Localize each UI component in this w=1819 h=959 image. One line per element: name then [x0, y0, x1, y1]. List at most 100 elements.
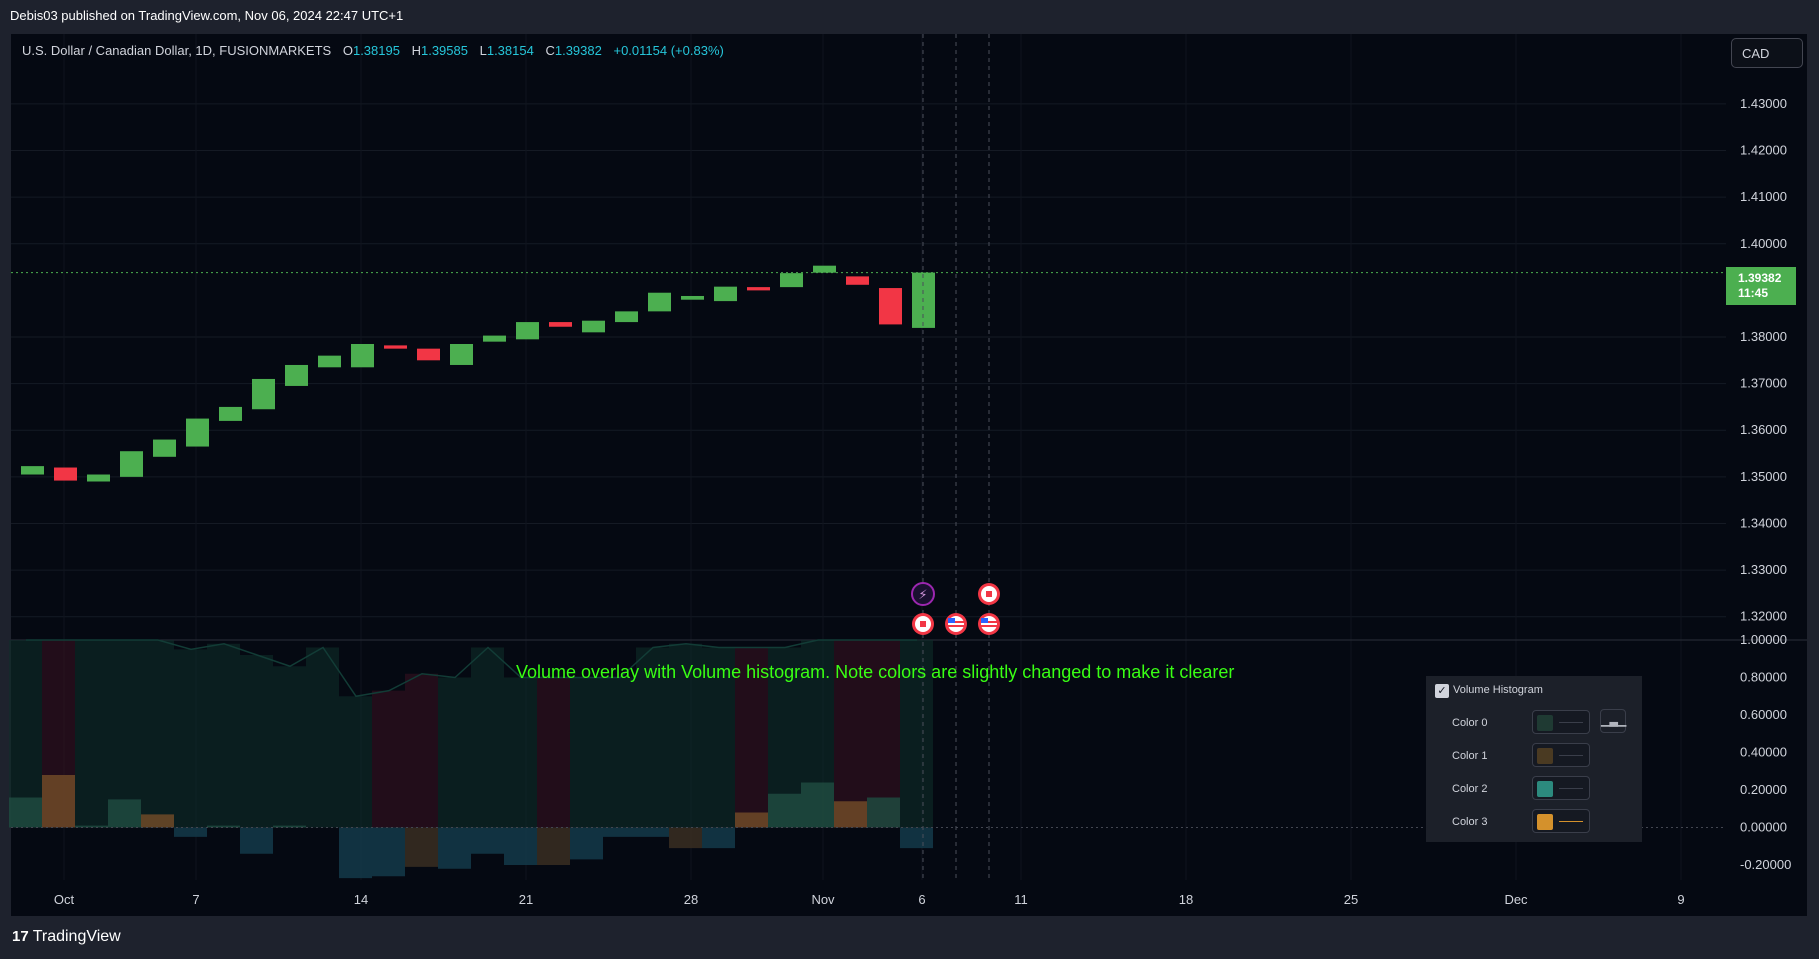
volume-histogram-bar: [735, 812, 768, 828]
volume-overlay-line: [26, 639, 917, 698]
time-tick-label: Nov: [811, 892, 835, 907]
candle: [285, 364, 308, 386]
chart-style-icon[interactable]: ▁▃▁: [1600, 709, 1626, 733]
color-swatch-button[interactable]: [1532, 743, 1590, 767]
time-tick-label: 6: [918, 892, 925, 907]
volume-histogram-bar: [768, 793, 801, 828]
maple-leaf: [920, 621, 926, 627]
price-tick-label: 1.41000: [1740, 189, 1787, 204]
volume-overlay-band: [339, 696, 372, 828]
volume-overlay-band: [240, 655, 273, 828]
price-tick-label: 1.40000: [1740, 236, 1787, 251]
color-swatch-button[interactable]: [1532, 776, 1590, 800]
candle: [714, 286, 737, 302]
volume-overlay-band: [306, 647, 339, 828]
color-row-1: Color 1: [1452, 743, 1632, 769]
color-swatch: [1537, 748, 1553, 764]
candle: [252, 378, 275, 410]
color-label: Color 3: [1452, 816, 1488, 828]
symbol-name[interactable]: U.S. Dollar / Canadian Dollar, 1D, FUSIO…: [22, 43, 332, 58]
volume-overlay-band: [867, 640, 900, 828]
line-preview: [1559, 788, 1583, 789]
color-swatch: [1537, 814, 1553, 830]
candle: [54, 467, 77, 481]
candle: [516, 322, 539, 340]
time-tick-label: 7: [192, 892, 199, 907]
open-label: O: [342, 43, 353, 58]
price-tick-label: 1.34000: [1740, 515, 1787, 530]
close-value: 1.39382: [554, 43, 602, 58]
volume-overlay-band: [900, 640, 933, 828]
price-tick-label: 1.33000: [1740, 562, 1787, 577]
volume-histogram-bar: [471, 827, 504, 854]
volume-histogram-bar: [273, 825, 306, 828]
high-label: H: [411, 43, 421, 58]
time-tick-label: Oct: [54, 892, 75, 907]
last-price-label: 1.39382 11:45: [1726, 267, 1796, 305]
color-row-3: Color 3: [1452, 809, 1632, 835]
candle: [615, 311, 638, 323]
volume-overlay-band: [273, 666, 306, 828]
open-value: 1.38195: [352, 43, 400, 58]
volume-histogram-bar: [834, 801, 867, 828]
volume-histogram-bar: [504, 827, 537, 865]
candle: [648, 292, 671, 312]
price-tick-label: 1.37000: [1740, 376, 1787, 391]
volume-overlay-band: [108, 640, 141, 828]
us-flag-icon: [945, 613, 967, 635]
volume-overlay-band: [834, 640, 867, 828]
volume-histogram-bar: [801, 782, 834, 828]
line-preview: [1559, 755, 1583, 756]
flag-canton: [981, 618, 988, 623]
volume-histogram-bar: [108, 799, 141, 828]
volume-histogram-bar: [141, 814, 174, 828]
volume-tick-label: 0.40000: [1740, 745, 1787, 760]
candle: [879, 288, 902, 325]
brand-name: TradingView: [32, 928, 121, 945]
candle: [318, 355, 341, 368]
volume-histogram-bar: [339, 827, 372, 879]
volume-histogram-bar: [570, 827, 603, 860]
tradingview-logo[interactable]: 17 TradingView: [12, 928, 121, 946]
volume-histogram-title: Volume Histogram: [1453, 684, 1543, 696]
volume-histogram-bar: [702, 827, 735, 849]
volume-overlay-band: [504, 677, 537, 828]
price-tick-label: 1.38000: [1740, 329, 1787, 344]
volume-overlay-band: [669, 643, 702, 828]
volume-histogram-bar: [438, 827, 471, 869]
high-value: 1.39585: [420, 43, 468, 58]
lightning-event-icon: ⚡: [911, 582, 935, 606]
volume-overlay-band: [405, 673, 438, 828]
us-flag-icon: [978, 613, 1000, 635]
time-tick-label: 11: [1014, 892, 1028, 907]
flag-stripe: [948, 625, 964, 627]
bar-countdown: 11:45: [1738, 286, 1769, 300]
color-label: Color 0: [1452, 717, 1488, 729]
volume-overlay-band: [735, 647, 768, 828]
volume-histogram-bar: [537, 827, 570, 865]
candle: [186, 418, 209, 447]
volume-histogram-bar: [174, 827, 207, 837]
maple-leaf: [986, 591, 992, 597]
color-swatch-button[interactable]: [1532, 710, 1590, 734]
line-preview: [1559, 821, 1583, 822]
volume-overlay-band: [174, 649, 207, 828]
volume-histogram-bar: [207, 825, 240, 828]
color-swatch: [1537, 715, 1553, 731]
color-label: Color 1: [1452, 750, 1488, 762]
color-row-0: Color 0: [1452, 710, 1632, 736]
candle: [153, 439, 176, 457]
overlay-note: Volume overlay with Volume histogram. No…: [516, 662, 1235, 682]
currency-button[interactable]: CAD: [1731, 38, 1803, 68]
color-swatch-button[interactable]: [1532, 809, 1590, 833]
price-tick-label: 1.42000: [1740, 143, 1787, 158]
low-label: L: [479, 43, 487, 58]
flag-stripe: [948, 621, 964, 623]
symbol-legend: U.S. Dollar / Canadian Dollar, 1D, FUSIO…: [22, 43, 724, 58]
checkbox-icon[interactable]: ✓: [1435, 684, 1449, 698]
time-tick-label: 25: [1344, 892, 1358, 907]
change-value: +0.01154 (+0.83%): [613, 43, 724, 58]
candle: [219, 406, 242, 421]
volume-overlay-band: [537, 677, 570, 828]
